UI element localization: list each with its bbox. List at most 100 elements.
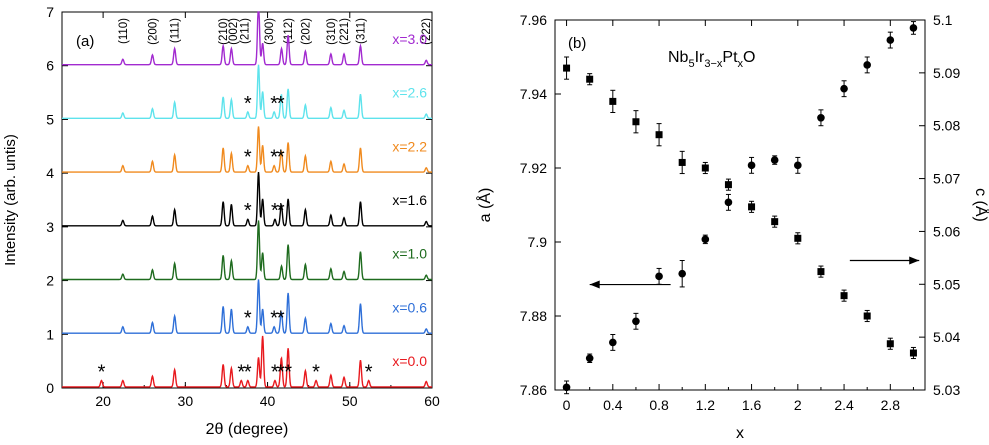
panel-a-xrd-patterns: x=0.0* ** ** * * *x=0.6* **x=1.0x=1.6* **x=2.2*… [62,11,432,388]
b-point-c-circle [840,84,848,93]
a-y-tick-label: 0 [46,380,54,396]
a-impurity-star: * [277,146,285,168]
a-y-tick-label: 6 [46,58,54,74]
b-point-a-square [748,203,756,211]
a-y-tick-label: 4 [46,165,54,181]
a-x-tick-label: 60 [424,393,440,409]
a-y-tick-label: 2 [46,273,54,289]
a-impurity-star: * [244,361,252,383]
b-point-c-circle [562,383,571,392]
panel-b-right-axis-label: c (Å) [972,188,989,222]
a-impurity-star: * [284,361,292,383]
b-point-a-square [817,268,825,276]
a-impurity-star: * [271,361,279,383]
panel-a-miller-index-labels: (110) (200) (111) (210)(002) (211) (300) (112)… [118,18,433,45]
b-left-tick-label: 7.88 [520,308,547,324]
a-y-tick-label: 1 [46,326,54,342]
b-point-a-square [609,97,617,105]
b-point-c-circle [585,354,594,363]
b-point-c-circle [655,272,663,281]
a-impurity-star: * [98,361,106,383]
b-point-c-circle [678,269,686,278]
b-left-tick-label: 7.96 [520,12,547,28]
panel-b-plot-frame [554,19,926,391]
a-xrd-line-x=3.0 [62,11,432,66]
a-miller-index-label: (110) [118,18,130,44]
b-point-a-square [632,118,640,126]
panel-a-y-axis-label: Intensity (arb. untis) [2,134,19,266]
a-miller-index-label: (202) [300,18,312,45]
b-point-a-square [909,349,917,357]
b-point-c-circle [724,198,733,207]
b-point-a-square [794,234,802,242]
a-miller-index-label: (222) [421,18,433,45]
b-right-tick-label: 5.07 [933,171,960,187]
panel-a: (a) 2θ (degree) Intensity (arb. untis) 2… [2,4,440,438]
b-point-c-circle [701,235,710,244]
formula-sub-5: 5 [688,58,694,70]
a-series-label: x=2.2 [392,138,427,154]
formula-ir: Ir [695,49,705,66]
b-point-a-square [701,164,709,172]
b-x-tick-label: 0.8 [649,397,669,413]
a-xrd-line-x=2.2 [62,126,432,173]
a-miller-index-label: (311) [355,18,367,44]
a-impurity-star: * [244,146,252,168]
a-miller-index-label: (200) [147,18,159,45]
b-point-c-circle [886,36,895,44]
b-point-a-square [678,158,686,166]
b-point-a-square [655,131,663,139]
b-point-a-square [886,340,894,348]
b-x-tick-label: 0.4 [603,397,623,413]
panel-b-label: (b) [568,35,586,52]
a-impurity-star: * [312,361,320,383]
b-point-a-square [563,64,571,72]
a-impurity-star: * [270,93,278,115]
a-miller-index-label: (310) [326,18,338,45]
b-point-c-circle [747,161,756,170]
formula-sub-3-x: 3−x [704,58,723,70]
panel-b-left-axis-label: a (Å) [475,188,494,223]
b-point-a-square [586,75,594,83]
a-miller-index-label: (111) [170,18,182,43]
a-x-tick-label: 40 [260,393,276,409]
a-y-tick-label: 5 [46,111,54,127]
a-xrd-line-x=1.0 [62,220,432,281]
b-point-a-square [771,218,779,226]
panel-a-label: (a) [76,33,94,50]
a-series-label: x=0.0 [392,353,427,369]
a-series-label: x=0.6 [392,299,427,315]
a-xrd-line-x=0.6 [62,279,432,334]
b-arrow-head-left [589,280,600,289]
b-x-tick-label: 2.4 [834,397,854,413]
panel-a-y-ticks: 0 1 2 3 4 5 6 7 [46,4,432,396]
a-xrd-line-x=2.6 [62,64,432,120]
b-point-a-square [840,292,848,300]
panel-b-axis-arrows [589,256,920,289]
a-impurity-star: * [277,361,285,383]
b-point-c-circle [794,161,802,170]
a-miller-index-label: (002) [228,18,240,45]
b-point-a-square [724,181,732,189]
a-series-label: x=1.6 [392,192,427,208]
b-x-tick-label: 2 [794,397,802,413]
b-left-tick-label: 7.92 [520,160,547,176]
a-miller-index-label: (221) [339,18,351,45]
a-impurity-star: * [365,361,373,383]
b-x-tick-label: 1.6 [742,397,762,413]
a-impurity-star: * [270,308,278,330]
a-impurity-star: * [277,93,285,115]
b-x-tick-label: 1.2 [696,397,716,413]
a-impurity-star: * [277,308,285,330]
b-point-c-circle [632,317,640,326]
formula-o: O [743,49,755,66]
formula-sub-x: x [738,58,744,70]
panel-b-x-ticks: 0 0.4 0.8 1.2 1.6 2 2.4 2.8 [563,20,914,413]
a-xrd-line-x=0.0 [62,335,432,388]
a-series-label: x=1.0 [392,246,427,262]
b-right-tick-label: 5.06 [933,223,960,239]
b-left-tick-label: 7.86 [520,382,547,398]
b-point-a-square [863,312,871,320]
a-impurity-star: * [271,200,279,222]
panel-a-plot-frame [61,11,433,389]
